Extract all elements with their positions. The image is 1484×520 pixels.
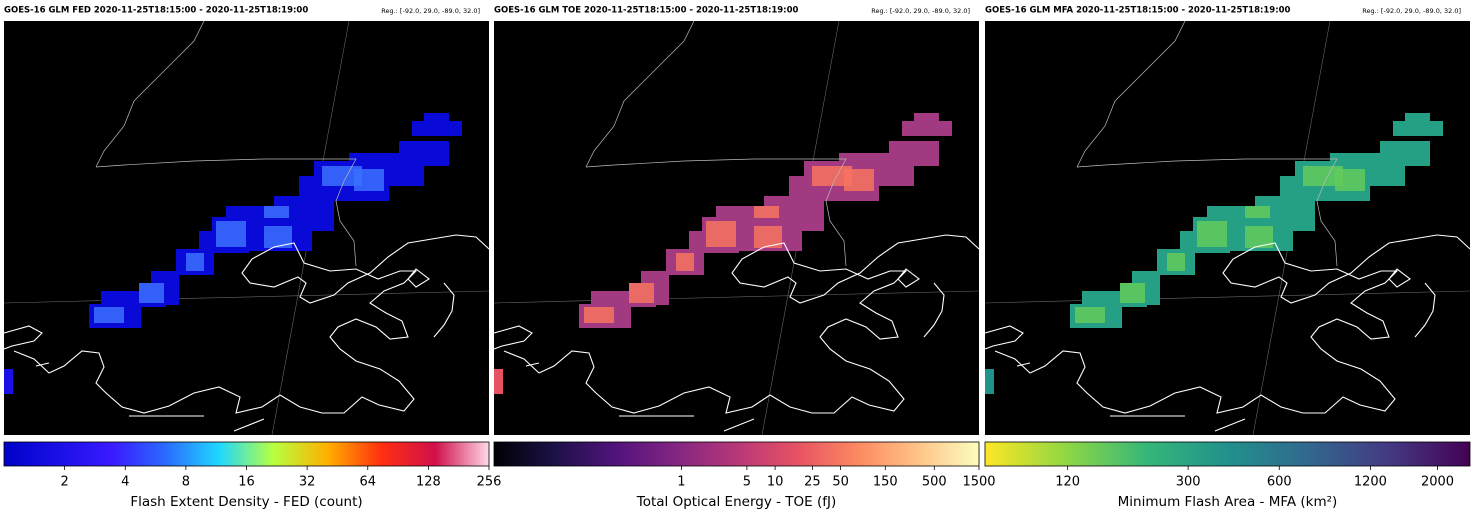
region-label: Reg.: [-92.0, 29.0, -89.0, 32.0]: [871, 7, 970, 15]
panel: GOES-16 GLM FED 2020-11-25T18:15:00 - 20…: [3, 6, 502, 510]
region-label: Reg.: [-92.0, 29.0, -89.0, 32.0]: [1362, 7, 1461, 15]
swath-spot: [1167, 253, 1185, 271]
colorbar-tick-label: 128: [416, 475, 441, 490]
swath-spot: [264, 226, 292, 248]
colorbar-tick-label: 150: [873, 475, 898, 490]
swath-spot: [322, 166, 362, 186]
colorbar-tick-label: 2: [60, 475, 68, 490]
swath-spot: [186, 253, 204, 271]
panel: GOES-16 GLM MFA 2020-11-25T18:15:00 - 20…: [984, 6, 1471, 510]
colorbar: [493, 441, 980, 467]
colorbar-tick-label: 32: [299, 475, 316, 490]
colorbar-tick-label: 16: [238, 475, 255, 490]
swath-spot: [1303, 166, 1343, 186]
coastline: [984, 234, 1471, 432]
panel-title: GOES-16 GLM MFA 2020-11-25T18:15:00 - 20…: [985, 6, 1291, 16]
swath-spot: [264, 206, 289, 218]
swath-spot: [1120, 283, 1145, 303]
colorbar-tick-label: 1200: [1354, 475, 1387, 490]
colorbar-tick-label: 1500: [962, 475, 995, 490]
colorbar-tick-label: 256: [477, 475, 502, 490]
panel-title: GOES-16 GLM TOE 2020-11-25T18:15:00 - 20…: [494, 6, 798, 16]
colorbar-tick-label: 600: [1267, 475, 1292, 490]
swath-spot: [1245, 206, 1270, 218]
region-label: Reg.: [-92.0, 29.0, -89.0, 32.0]: [381, 7, 480, 15]
colorbar-tick-label: 5: [743, 475, 751, 490]
colorbar-tick-label: 50: [832, 475, 849, 490]
colorbar-tick-label: 2000: [1421, 475, 1454, 490]
graticule: [3, 290, 490, 304]
swath-cell: [412, 121, 462, 136]
swath-spot: [812, 166, 852, 186]
state-border: [585, 20, 847, 267]
swath-cell: [1380, 141, 1430, 166]
colorbar-tick-label: 4: [121, 475, 129, 490]
colorbar-tick-label: 10: [767, 475, 784, 490]
swath-spot: [216, 221, 246, 247]
edge-cell: [985, 369, 994, 394]
swath-cell: [914, 113, 939, 123]
swath-spot: [1075, 307, 1105, 323]
graticule: [493, 290, 980, 304]
map: [984, 20, 1471, 436]
swath-cell: [889, 141, 939, 166]
colorbar-label: Flash Extent Density - FED (count): [130, 494, 362, 510]
colorbar-tick-label: 120: [1055, 475, 1080, 490]
swath-cell: [1393, 121, 1443, 136]
swath-cell: [151, 271, 179, 285]
map: [493, 20, 980, 436]
swath-spot: [1197, 221, 1227, 247]
coastline: [3, 234, 490, 432]
colorbar-tick-label: 300: [1176, 475, 1201, 490]
swath-cell: [1132, 271, 1160, 285]
colorbar-label: Total Optical Energy - TOE (fJ): [636, 494, 836, 510]
swath-cell: [399, 141, 449, 166]
swath-cell: [424, 113, 449, 123]
swath-spot: [754, 226, 782, 248]
swath-spot: [706, 221, 736, 247]
swath-spot: [1335, 169, 1365, 191]
colorbar-tick-label: 1: [677, 475, 685, 490]
swath-cell: [641, 271, 669, 285]
map: [3, 20, 490, 436]
swath-spot: [94, 307, 124, 323]
swath-cell: [902, 121, 952, 136]
swath-spot: [584, 307, 614, 323]
colorbar-label: Minimum Flash Area - MFA (km²): [1118, 494, 1338, 510]
colorbar-tick-label: 500: [922, 475, 947, 490]
edge-cell: [4, 369, 13, 394]
swath-cell: [1405, 113, 1430, 123]
panel-title: GOES-16 GLM FED 2020-11-25T18:15:00 - 20…: [4, 6, 308, 16]
state-border: [1076, 20, 1338, 267]
swath-spot: [676, 253, 694, 271]
colorbar-tick-label: 64: [359, 475, 376, 490]
colorbar-tick-label: 8: [182, 475, 190, 490]
swath-spot: [844, 169, 874, 191]
swath-spot: [139, 283, 164, 303]
colorbar-tick-label: 25: [804, 475, 821, 490]
panel: GOES-16 GLM TOE 2020-11-25T18:15:00 - 20…: [493, 6, 996, 510]
swath-spot: [354, 169, 384, 191]
edge-cell: [494, 369, 503, 394]
state-border: [95, 20, 357, 267]
swath-spot: [1245, 226, 1273, 248]
swath-spot: [754, 206, 779, 218]
coastline: [493, 234, 980, 432]
colorbar: [3, 441, 490, 467]
colorbar: [984, 441, 1471, 467]
swath-spot: [629, 283, 654, 303]
graticule: [984, 290, 1471, 304]
